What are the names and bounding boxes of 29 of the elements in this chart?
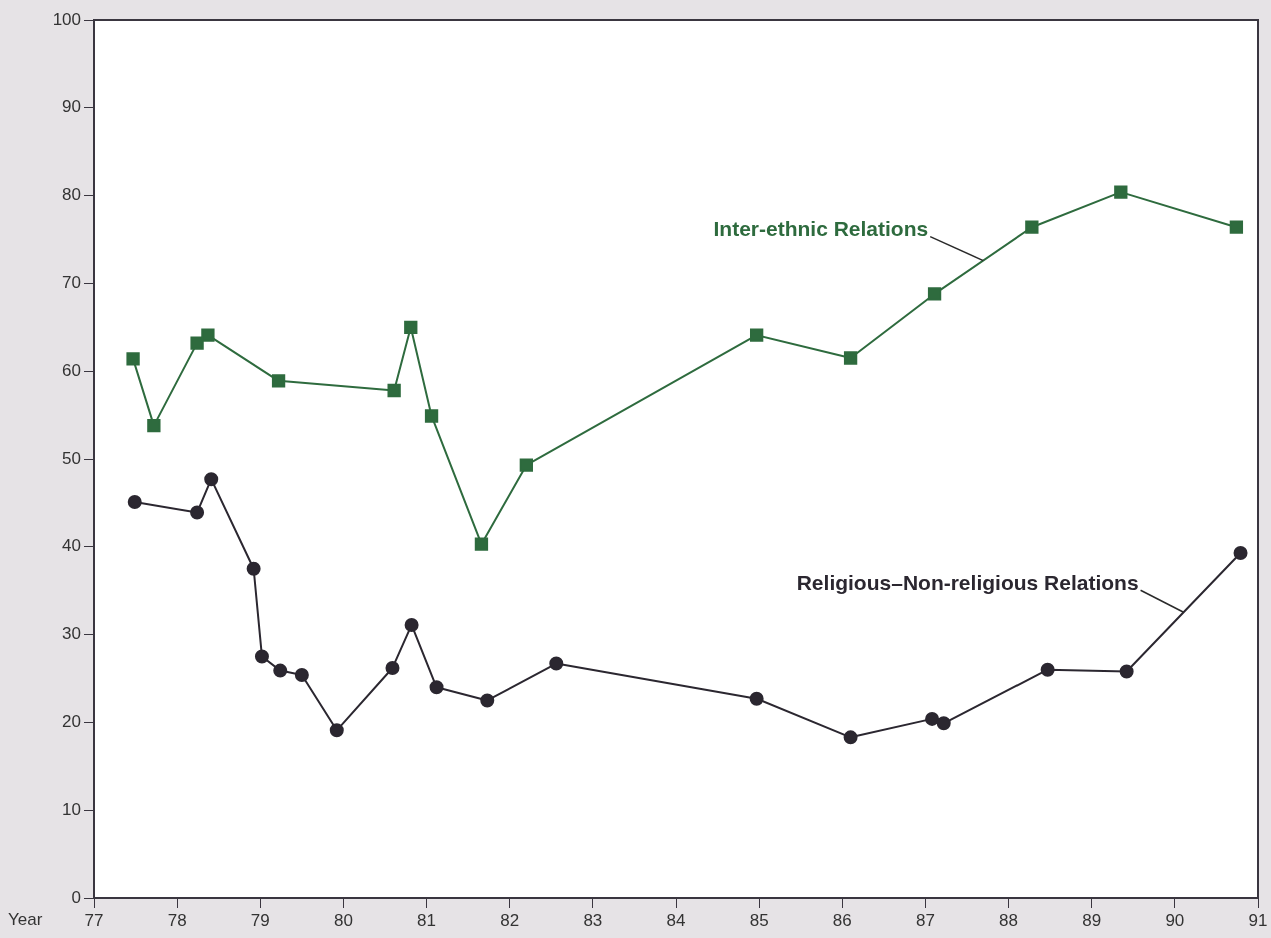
x-tick-label: 85 — [749, 910, 769, 930]
x-tick-label: 82 — [500, 910, 520, 930]
x-axis-title: Year — [8, 909, 43, 929]
y-tick-label: 60 — [62, 360, 81, 380]
x-tick-label: 84 — [666, 910, 686, 930]
y-tick-label: 70 — [62, 273, 81, 293]
x-tick-label: 81 — [417, 910, 437, 930]
y-tick-label: 90 — [62, 97, 81, 117]
x-tick-label: 91 — [1248, 910, 1268, 930]
x-tick-label: 79 — [250, 910, 270, 930]
text: Religious–Non-religious Relations — [796, 571, 1139, 595]
y-tick-label: 40 — [62, 536, 81, 556]
x-tick-label: 89 — [1082, 910, 1102, 930]
y-tick-label: 80 — [62, 185, 81, 205]
x-tick-label: 77 — [84, 910, 104, 930]
x-tick-label: 90 — [1165, 910, 1185, 930]
x-tick-label: 88 — [999, 910, 1019, 930]
y-tick-label: 0 — [71, 887, 81, 907]
x-tick-label: 83 — [583, 910, 603, 930]
y-tick-label: 50 — [62, 448, 81, 468]
y-tick-label: 10 — [62, 799, 81, 819]
x-tick-label: 86 — [832, 910, 852, 930]
x-tick-label: 80 — [333, 910, 353, 930]
x-tick-label: 87 — [915, 910, 935, 930]
y-tick-label: 20 — [62, 712, 81, 732]
y-tick-label: 30 — [62, 624, 81, 644]
text: Inter-ethnic Relations — [713, 217, 929, 241]
x-tick-label: 78 — [167, 910, 187, 930]
y-tick-label: 100 — [52, 9, 81, 29]
